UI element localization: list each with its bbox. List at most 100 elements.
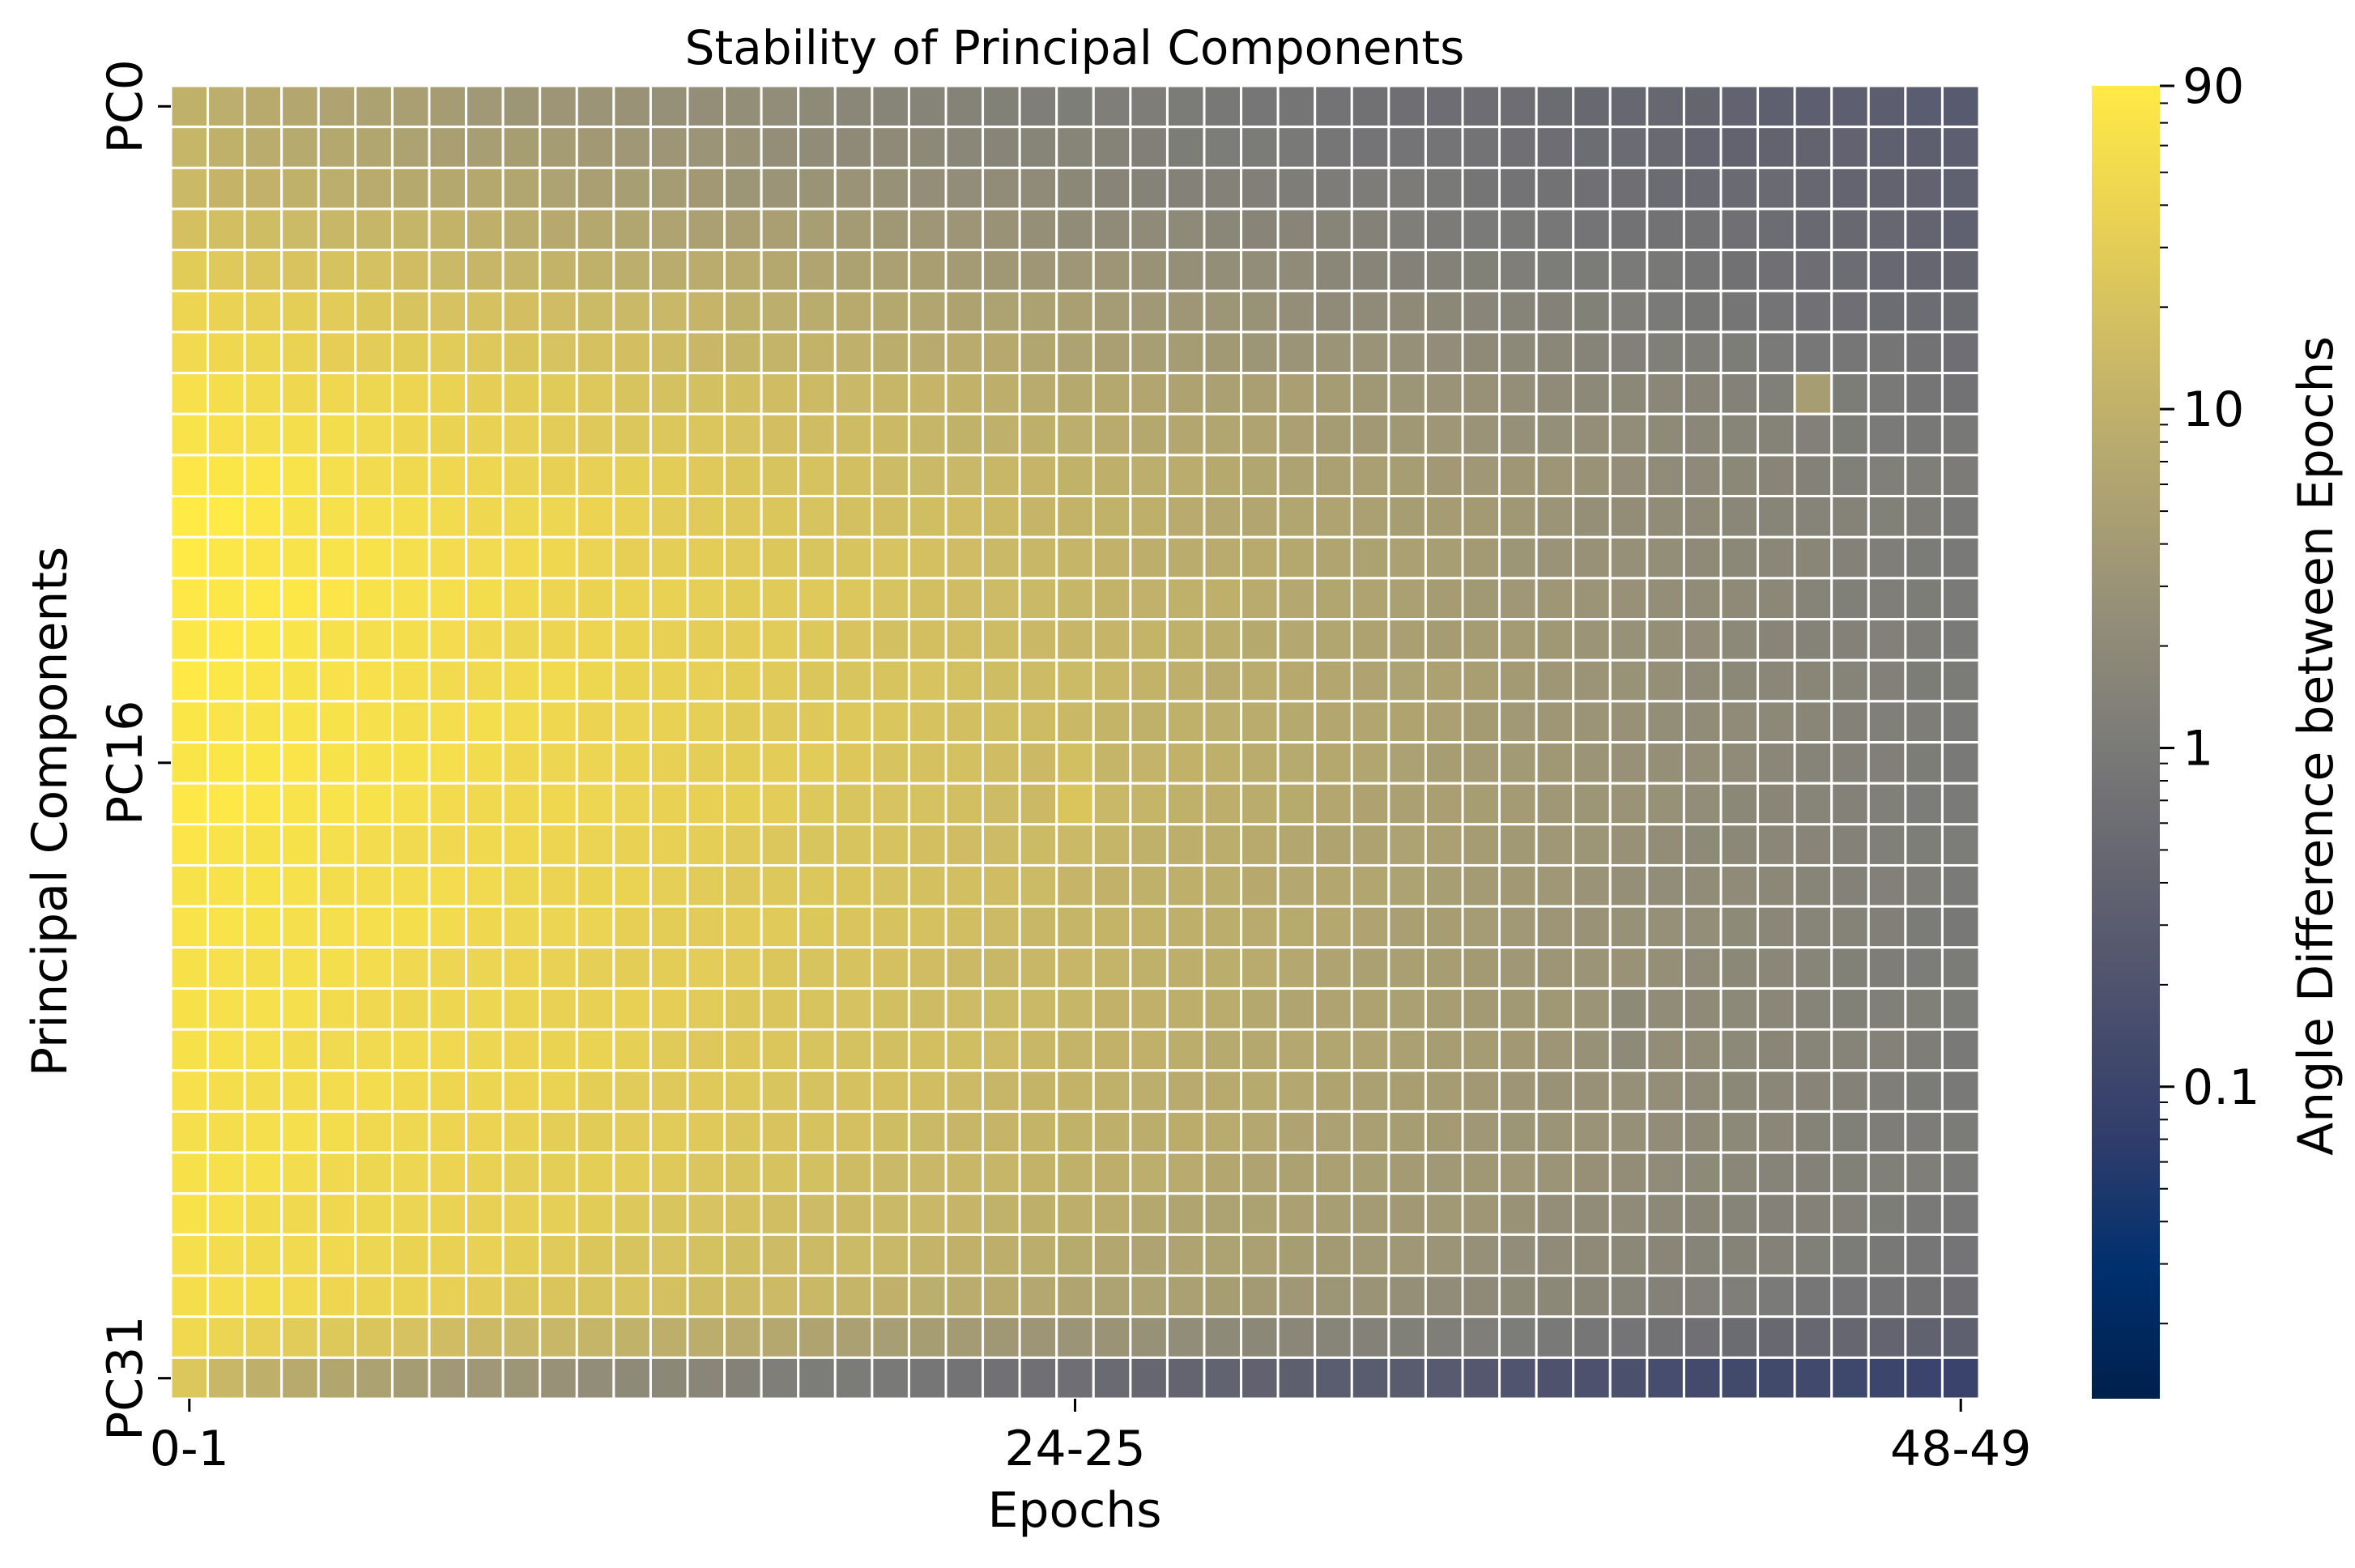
heatmap-cell [1276,1192,1317,1236]
heatmap-cell [833,946,874,990]
heatmap-cell [1646,823,1685,867]
heatmap-cell [1793,249,1833,292]
heatmap-cell [1608,577,1649,621]
heatmap-cell [1793,823,1833,867]
heatmap-cell [1757,741,1796,785]
heatmap-cell [1867,126,1907,169]
heatmap-cell [1165,372,1206,415]
heatmap-cell [1314,577,1353,621]
heatmap-cell [1719,782,1760,826]
heatmap-cell [1424,372,1464,415]
heatmap-cell [1940,1110,1981,1154]
heatmap-cell [1757,700,1796,744]
heatmap-cell [1055,618,1095,662]
heatmap-cell [1314,863,1353,908]
heatmap-cell [1719,1233,1760,1277]
heatmap-cell [612,782,652,826]
heatmap-cell [833,1274,874,1319]
heatmap-cell [1165,330,1206,375]
heatmap-cell [833,782,874,826]
heatmap-cell [1240,412,1280,457]
heatmap-cell [1424,1233,1464,1277]
heatmap-cell [390,741,431,785]
heatmap-cell [649,166,689,211]
heatmap-cell [1719,823,1760,867]
heatmap-cell [501,207,542,252]
heatmap-cell [833,535,874,580]
heatmap-cell [1757,1028,1796,1072]
heatmap-cell [1830,658,1870,703]
heatmap-cell [390,84,431,129]
heatmap-cell [982,1069,1021,1113]
heatmap-cell [1904,741,1944,785]
heatmap-cell [723,577,763,621]
heatmap-cell [1719,946,1760,990]
heatmap-cell [1424,658,1464,703]
heatmap-cell [1904,207,1944,252]
heatmap-cell [649,412,689,457]
heatmap-cell [1757,249,1796,292]
heatmap-cell [944,289,985,334]
heatmap-cell [944,782,985,826]
heatmap-cell [982,1274,1021,1319]
heatmap-cell [944,249,985,292]
heatmap-cell [1240,823,1280,867]
heatmap-cell [1719,454,1760,498]
heatmap-cell [871,1028,910,1072]
heatmap-cell [1867,207,1907,252]
colorbar-tick-label: 10 [2183,381,2244,438]
heatmap-cell [649,946,689,990]
heatmap-cell [1867,289,1907,334]
heatmap-cell [1608,1192,1649,1236]
heatmap-cell [1018,823,1058,867]
heatmap-cell [1350,741,1390,785]
heatmap-cell [1757,207,1796,252]
heatmap-cell [243,577,283,621]
heatmap-cell [465,986,505,1031]
heatmap-cell [1904,289,1944,334]
heatmap-cell [871,577,910,621]
heatmap-cell [1055,1069,1095,1113]
heatmap-cell [907,1274,948,1319]
heatmap-cell [1424,166,1464,211]
heatmap-cell [317,1028,357,1072]
heatmap-cell [1793,1192,1833,1236]
heatmap-cell [1682,618,1723,662]
heatmap-cell [723,289,763,334]
heatmap-cell [833,454,874,498]
heatmap-cell [686,1192,726,1236]
heatmap-cell [1535,126,1575,169]
heatmap-cell [280,412,320,457]
heatmap-cell [760,1274,800,1319]
heatmap-cell [1535,658,1575,703]
heatmap-cell [169,905,210,949]
heatmap-cell [1350,207,1390,252]
heatmap-cell [1940,330,1981,375]
heatmap-cell [243,207,283,252]
heatmap-cell [1092,618,1132,662]
heatmap-cell [539,863,578,908]
heatmap-cell [1240,1274,1280,1319]
heatmap-cell [1350,1274,1390,1319]
heatmap-cell [207,495,246,539]
heatmap-cell [354,700,394,744]
heatmap-cell [1055,454,1095,498]
heatmap-cell [1461,1274,1501,1319]
heatmap-cell [944,700,985,744]
heatmap-cell [1608,372,1649,415]
heatmap-cell [982,863,1021,908]
heatmap-cell [1757,330,1796,375]
heatmap-cell [207,1069,246,1113]
heatmap-cell [1646,905,1685,949]
heatmap-cell [1682,1069,1723,1113]
heatmap-cell [280,330,320,375]
heatmap-cell [1608,1356,1649,1400]
heatmap-cell [575,618,615,662]
heatmap-cell [1165,207,1206,252]
heatmap-cell [354,1110,394,1154]
heatmap-cell [833,330,874,375]
heatmap-cell [1867,986,1907,1031]
heatmap-cell [907,126,948,169]
heatmap-cell [539,412,578,457]
heatmap-cell [1793,412,1833,457]
